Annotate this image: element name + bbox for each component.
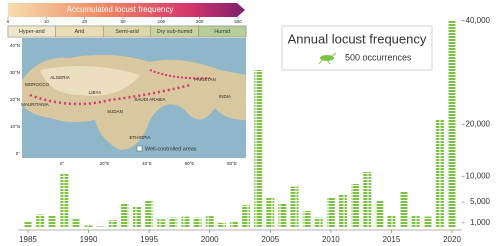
lat-label: 30°N [10, 70, 20, 75]
climate-zone-label: Humid [214, 29, 230, 35]
y-tick-label: 20,000 [466, 119, 491, 128]
bar [448, 20, 457, 228]
bar [96, 226, 105, 228]
colorbar-tick-label: 100 [158, 19, 166, 24]
colorbar-tick-label: 500 [234, 19, 242, 24]
lat-label: 0° [16, 151, 21, 156]
country-label: ETHIOPIA [129, 135, 150, 140]
legend-icon [318, 52, 337, 65]
bar [36, 214, 45, 228]
bar [193, 217, 202, 228]
lat-label: 20°N [10, 97, 20, 102]
locust-area [149, 69, 211, 80]
x-tick-label: 1995 [140, 235, 158, 244]
climate-zone [198, 25, 247, 38]
country-label: ALGERIA [50, 75, 70, 80]
lat-label: 10°N [10, 124, 20, 129]
bar [169, 217, 178, 228]
bar [60, 173, 69, 228]
bar [290, 186, 299, 228]
bar [435, 119, 444, 228]
x-tick-label: 2015 [383, 235, 401, 244]
country-label: LIBYA [89, 90, 101, 95]
climate-zone-label: Semi-arid [115, 29, 139, 35]
climate-zone-label: Dry sub-humid [157, 29, 193, 35]
lon-label: 80°E [227, 161, 237, 166]
bar [217, 222, 226, 228]
lon-label: 60°E [185, 161, 195, 166]
lon-label: 20°E [100, 161, 110, 166]
x-tick-label: 2010 [322, 235, 340, 244]
bar [108, 220, 117, 228]
bar [387, 215, 396, 228]
legend-box [281, 25, 433, 71]
legend-label: 500 occurrences [345, 52, 412, 62]
bar [278, 203, 287, 228]
bar [242, 205, 251, 228]
icon-body [320, 55, 334, 61]
country-label: SUDAN [107, 109, 123, 114]
bar [181, 216, 190, 228]
colorbar [8, 3, 245, 17]
bar [229, 221, 238, 228]
bar [205, 216, 214, 228]
country-label: MOROCCO [25, 82, 49, 87]
lat-label: 40°N [10, 43, 20, 48]
y-tick-label: 1,000 [470, 218, 491, 227]
climate-zone-label: Hyper-arid [19, 29, 45, 35]
colorbar-tick-label: 50 [120, 19, 126, 24]
colorbar-tick-label: 0 [7, 19, 10, 24]
locust-area [29, 83, 191, 106]
desert [40, 66, 140, 96]
lon-label: 40°E [142, 161, 152, 166]
bar [423, 216, 432, 228]
colorbar-tick-label: 10 [44, 19, 50, 24]
note-swatch [136, 145, 143, 152]
bar [363, 172, 372, 228]
bar [157, 219, 166, 228]
bar [266, 197, 275, 228]
bar [314, 217, 323, 228]
bar [145, 200, 154, 228]
bar [411, 215, 420, 228]
icon-legs [318, 52, 337, 65]
bar [254, 69, 263, 229]
inset-title: Accumulated locust frequency [67, 5, 174, 14]
bar [375, 201, 384, 228]
bar [48, 215, 57, 228]
bar [84, 225, 93, 228]
colorbar-tick-label: 200 [196, 19, 204, 24]
colorbar-tick-label: 20 [82, 19, 88, 24]
bar [338, 194, 347, 228]
y-tick-label: 5,000 [470, 197, 491, 206]
y-tick-label: 10,000 [466, 171, 491, 180]
x-tick-label: 2020 [443, 235, 461, 244]
bar [120, 203, 129, 228]
x-tick-label: 2005 [261, 235, 279, 244]
bar [399, 191, 408, 228]
y-tick-label: 40,000 [466, 16, 491, 25]
x-tick-label: 2000 [201, 235, 219, 244]
climate-zone-label: Arid [75, 29, 85, 35]
bar [72, 219, 81, 228]
chart-title: Annual locust frequency [288, 31, 427, 46]
country-label: PAKISTAN [194, 77, 216, 82]
bar [302, 210, 311, 228]
inset-note: Well-controlled areas [145, 146, 197, 152]
x-tick-label: 1985 [19, 235, 37, 244]
bar [133, 206, 142, 228]
bar [326, 197, 335, 228]
lon-label: 0° [60, 161, 65, 166]
country-label: INDIA [219, 94, 231, 99]
bar [351, 183, 360, 228]
country-label: SAUDI ARABIA [134, 97, 165, 102]
country-label: MAURITANIA [21, 102, 48, 107]
bar [23, 221, 32, 228]
x-tick-label: 1990 [80, 235, 98, 244]
